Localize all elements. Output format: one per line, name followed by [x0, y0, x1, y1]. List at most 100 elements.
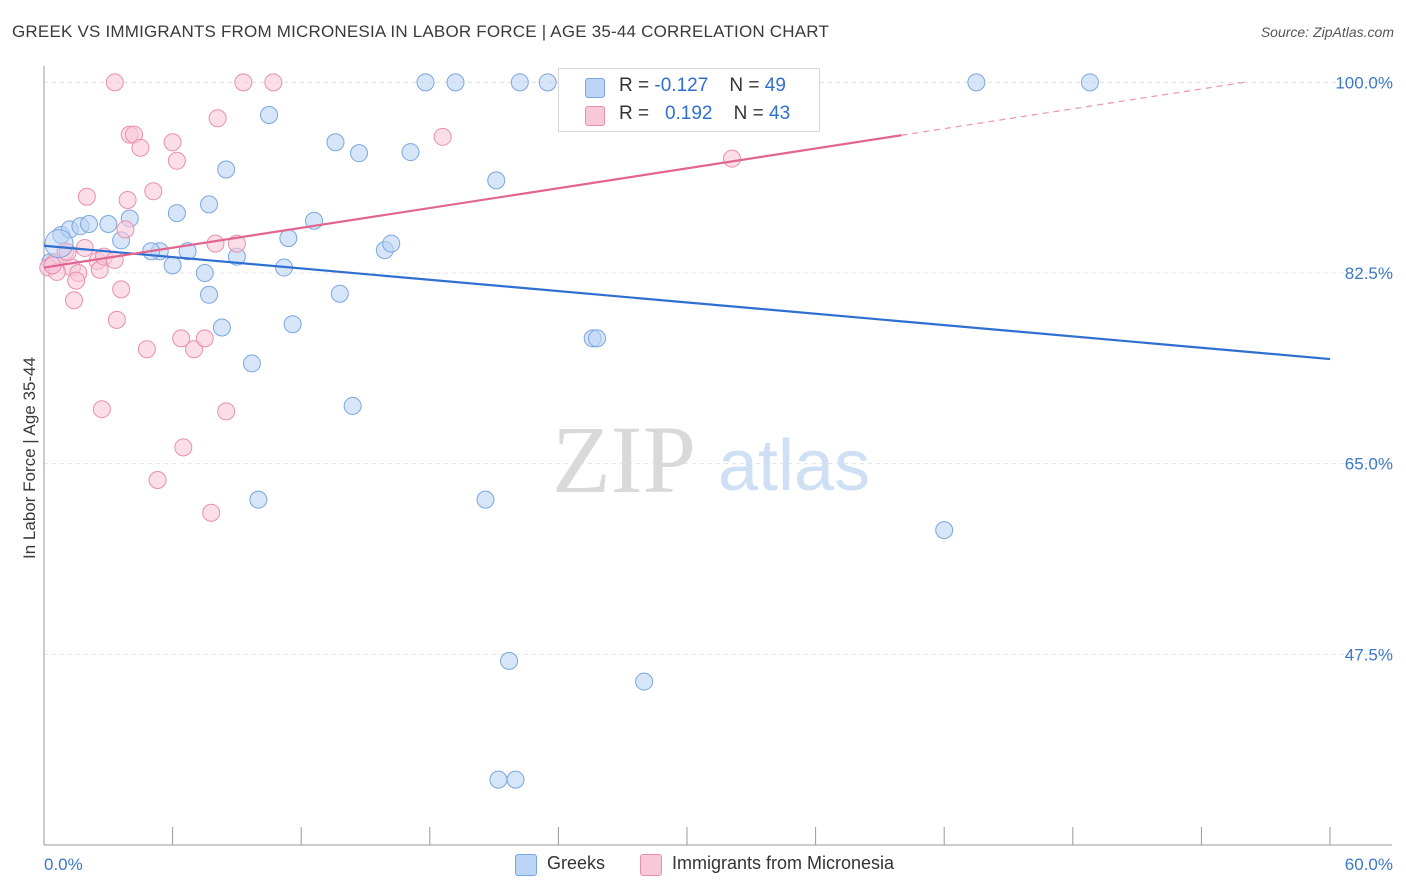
micronesia-point — [185, 340, 204, 359]
greek-point — [242, 354, 261, 373]
micronesia-legend-swatch — [640, 854, 662, 876]
greek-point — [401, 143, 420, 162]
micronesia-point — [202, 503, 221, 522]
micronesia-point — [105, 73, 124, 92]
micronesia-point — [217, 402, 236, 421]
greek-point — [343, 396, 362, 415]
y-tick-label: 47.5% — [1345, 645, 1393, 664]
r-label: R = — [619, 75, 650, 96]
greek-point — [200, 285, 219, 304]
greek-point — [260, 106, 279, 125]
greeks-legend-label: Greeks — [547, 853, 606, 873]
n-label: N = — [733, 103, 764, 124]
greeks-r-value: -0.127 — [654, 75, 709, 96]
micronesia-point — [195, 329, 214, 348]
micronesia-point — [118, 191, 137, 210]
y-tick-label: 82.5% — [1345, 264, 1393, 283]
greek-point — [200, 195, 219, 214]
source-credit: Source: ZipAtlas.com — [1261, 24, 1394, 40]
y-axis-label: In Labor Force | Age 35-44 — [20, 357, 39, 559]
micronesia-point — [131, 138, 150, 157]
micronesia-point — [208, 109, 227, 128]
micronesia-point — [116, 220, 135, 239]
greek-point — [330, 284, 349, 303]
series-legend: Greeks Immigrants from Micronesia — [0, 852, 1406, 878]
greek-point — [167, 204, 186, 223]
greek-point — [44, 229, 74, 259]
micronesia-point — [163, 133, 182, 152]
greek-point — [935, 521, 954, 540]
micronesia-point — [65, 291, 84, 310]
micronesia-point — [67, 271, 86, 290]
greek-point — [249, 490, 268, 509]
greek-point — [80, 214, 99, 233]
greek-point — [538, 73, 557, 92]
x-tick-label: 60.0% — [1345, 855, 1393, 874]
n-label: N = — [729, 75, 760, 96]
y-tick-label: 100.0% — [1335, 73, 1393, 92]
source-label: Source: — [1260, 24, 1310, 40]
watermark-atlas: atlas — [718, 426, 870, 506]
r-label: R = — [619, 103, 650, 124]
greek-point — [279, 229, 298, 248]
greek-point — [212, 318, 231, 337]
chart-title: GREEK VS IMMIGRANTS FROM MICRONESIA IN L… — [12, 22, 830, 41]
axes — [43, 66, 1392, 846]
greeks-swatch — [585, 78, 605, 98]
greek-point — [500, 651, 519, 670]
greeks-trend-line — [43, 244, 1331, 361]
greeks-legend-swatch — [515, 854, 537, 876]
micronesia-point — [723, 149, 742, 168]
micronesia-point — [206, 234, 225, 253]
greek-point — [283, 315, 302, 334]
micronesia-point — [112, 280, 131, 299]
greek-point — [163, 256, 182, 275]
micronesia-point — [264, 73, 283, 92]
micronesia-point — [234, 73, 253, 92]
micronesia-point — [92, 400, 111, 419]
tick-labels: 47.5% 65.0% 82.5% 100.0% 0.0% 60.0% — [44, 73, 1393, 874]
greeks-n-value: 49 — [764, 75, 786, 96]
greek-point — [476, 490, 495, 509]
micronesia-point — [148, 471, 167, 490]
greek-point — [587, 329, 606, 348]
greek-point — [446, 73, 465, 92]
trend-lines — [43, 81, 1331, 361]
micronesia-n-value: 43 — [769, 103, 791, 124]
greek-point — [506, 770, 525, 789]
micronesia-r-value: 0.192 — [664, 103, 713, 124]
greek-point — [326, 133, 345, 152]
micronesia-point — [137, 340, 156, 359]
greek-point — [487, 171, 506, 190]
greek-point — [382, 234, 401, 253]
greek-point — [1080, 73, 1099, 92]
micronesia-point — [77, 187, 96, 206]
micronesia-trend-extension — [901, 81, 1245, 136]
micronesia-point — [167, 151, 186, 170]
greek-point — [195, 264, 214, 283]
micronesia-trend-line — [43, 134, 902, 269]
greek-point — [217, 160, 236, 179]
micronesia-point — [174, 438, 193, 457]
greek-point — [635, 672, 654, 691]
greek-point — [99, 214, 118, 233]
y-tick-label: 65.0% — [1345, 455, 1393, 474]
watermark: ZIP atlas — [552, 406, 870, 513]
source-value: ZipAtlas.com — [1313, 24, 1394, 40]
greek-point — [967, 73, 986, 92]
micronesia-point — [172, 329, 191, 348]
greek-point — [350, 144, 369, 163]
micronesia-point — [144, 182, 163, 201]
micronesia-point — [433, 127, 452, 146]
greek-point — [416, 73, 435, 92]
greek-point — [489, 770, 508, 789]
micronesia-swatch — [585, 106, 605, 126]
correlation-legend: R = -0.127 N = 49 R = 0.192 N = 43 — [558, 68, 820, 132]
data-points — [39, 73, 1099, 789]
micronesia-point — [107, 310, 126, 329]
watermark-zip: ZIP — [552, 406, 696, 513]
greek-point — [510, 73, 529, 92]
x-tick-label: 0.0% — [44, 855, 83, 874]
micronesia-point — [105, 250, 124, 269]
